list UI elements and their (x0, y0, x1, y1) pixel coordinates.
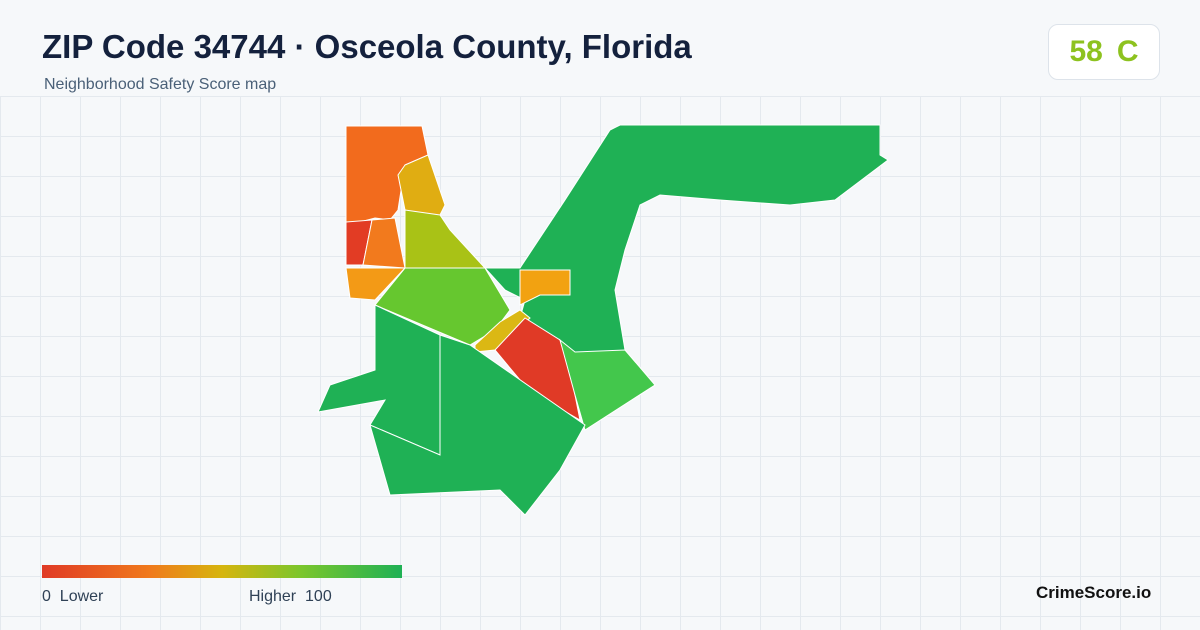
region (559, 338, 656, 431)
legend-gradient (42, 565, 402, 578)
legend-min-value: 0 (42, 588, 51, 605)
legend-min: 0 Lower (42, 588, 103, 606)
legend-max-label: Higher (249, 588, 297, 605)
score-value: 58 (1069, 35, 1103, 68)
region (404, 209, 487, 269)
region (369, 334, 586, 516)
subtitle: Neighborhood Safety Score map (44, 76, 277, 93)
brand: CrimeScore.io (1036, 583, 1152, 602)
legend-max-value: 100 (305, 588, 332, 605)
legend-min-label: Lower (59, 588, 104, 605)
header (0, 0, 1200, 96)
score-badge: 58 C (1048, 24, 1160, 80)
region (519, 269, 571, 306)
legend-max: Higher 100 (249, 588, 332, 606)
title: ZIP Code 34744 · Osceola County, Florida (42, 28, 692, 65)
score-grade: C (1116, 35, 1139, 68)
region (345, 267, 407, 301)
